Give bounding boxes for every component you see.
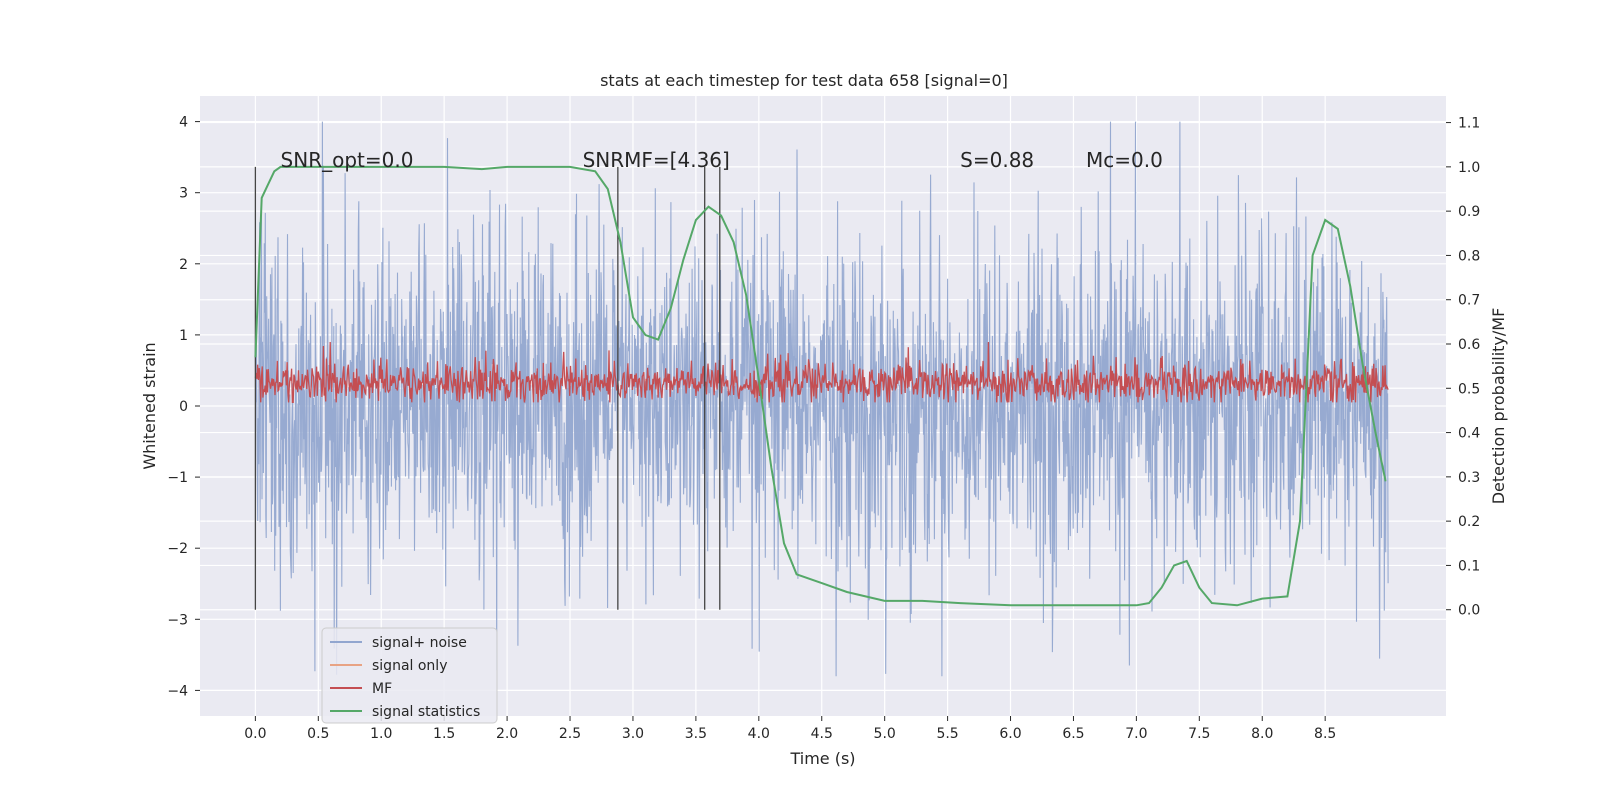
annotations: SNR_opt=0.0 SNRMF=[4.36] S=0.88 Mc=0.0 [281,148,1163,172]
x-tick-label: 0.5 [307,726,329,742]
x-tick-label: 7.0 [1125,726,1147,742]
mf-line [254,341,1389,404]
signal-statistics-line [254,165,1387,607]
y-right-tick-label: 0.2 [1458,514,1480,530]
y-right-tick-label: 0.8 [1458,248,1480,264]
x-ticks: 0.0 0.5 1.0 1.5 2.0 2.5 3.0 3.5 4.0 4.5 5.0 5.5 6.0 6… [244,716,1336,742]
y-right-tick-label: 0.7 [1458,293,1480,309]
x-tick-label: 1.0 [370,726,392,742]
y-right-tick-label: 0.4 [1458,426,1480,442]
legend-label: signal statistics [372,704,480,720]
mf-series [254,341,1389,404]
annotation-text: SNR_opt=0.0 [281,148,414,172]
x-tick-label: 2.5 [559,726,581,742]
x-tick-label: 4.5 [811,726,833,742]
annotation-text: Mc=0.0 [1086,148,1163,172]
y-left-tick-label: 0 [179,399,188,415]
signal-noise-series [254,121,1389,677]
annotation-text: S=0.88 [960,148,1034,172]
legend-box [321,627,498,724]
signal-statistics-series [254,165,1387,607]
y-right-tick-label: 0.0 [1458,603,1480,619]
legend-label: signal only [372,658,447,674]
y-left-tick-label: 2 [179,257,188,273]
y-left-ticks: 4 3 2 1 0 −1 −2 −3 −4 [167,115,200,699]
annotation-text: SNRMF=[4.36] [583,148,730,172]
x-tick-label: 6.5 [1062,726,1084,742]
chart-title: stats at each timestep for test data 658… [600,71,1008,90]
x-tick-label: 8.5 [1314,726,1336,742]
y-left-axis-label: Whitened strain [140,342,159,469]
y-right-tick-label: 0.5 [1458,381,1480,397]
y-left-tick-label: 3 [179,186,188,202]
x-tick-label: 6.0 [999,726,1021,742]
legend: signal+ noise signal only MF signal statist… [321,627,498,724]
x-tick-label: 8.0 [1251,726,1273,742]
x-tick-label: 5.0 [874,726,896,742]
y-left-tick-label: 4 [179,115,188,131]
y-left-tick-label: −3 [167,612,188,628]
x-tick-label: 3.0 [622,726,644,742]
y-right-tick-label: 1.0 [1458,160,1480,176]
x-axis-label: Time (s) [789,749,855,768]
x-tick-label: 0.0 [244,726,266,742]
y-left-tick-label: 1 [179,328,188,344]
y-left-tick-label: −1 [167,470,188,486]
legend-label: MF [372,681,392,697]
y-right-tick-label: 0.3 [1458,470,1480,486]
x-tick-label: 1.5 [433,726,455,742]
x-tick-label: 2.0 [496,726,518,742]
y-right-tick-label: 0.6 [1458,337,1480,353]
y-left-tick-label: −4 [167,683,188,699]
y-right-tick-label: 1.1 [1458,116,1480,132]
x-tick-label: 4.0 [748,726,770,742]
y-right-tick-label: 0.1 [1458,558,1480,574]
y-right-tick-label: 0.9 [1458,204,1480,220]
legend-label: signal+ noise [372,635,467,651]
y-left-tick-label: −2 [167,541,188,557]
y-right-ticks: 1.1 1.0 0.9 0.8 0.7 0.6 0.5 0.4 0.3 0.2 0.1 0.0 [1446,116,1480,619]
signal-noise-line [254,121,1389,677]
y-right-axis-label: Detection probability/MF [1489,308,1508,505]
x-tick-label: 5.5 [936,726,958,742]
x-tick-label: 3.5 [685,726,707,742]
vertical-markers [254,166,721,610]
x-tick-label: 7.5 [1188,726,1210,742]
